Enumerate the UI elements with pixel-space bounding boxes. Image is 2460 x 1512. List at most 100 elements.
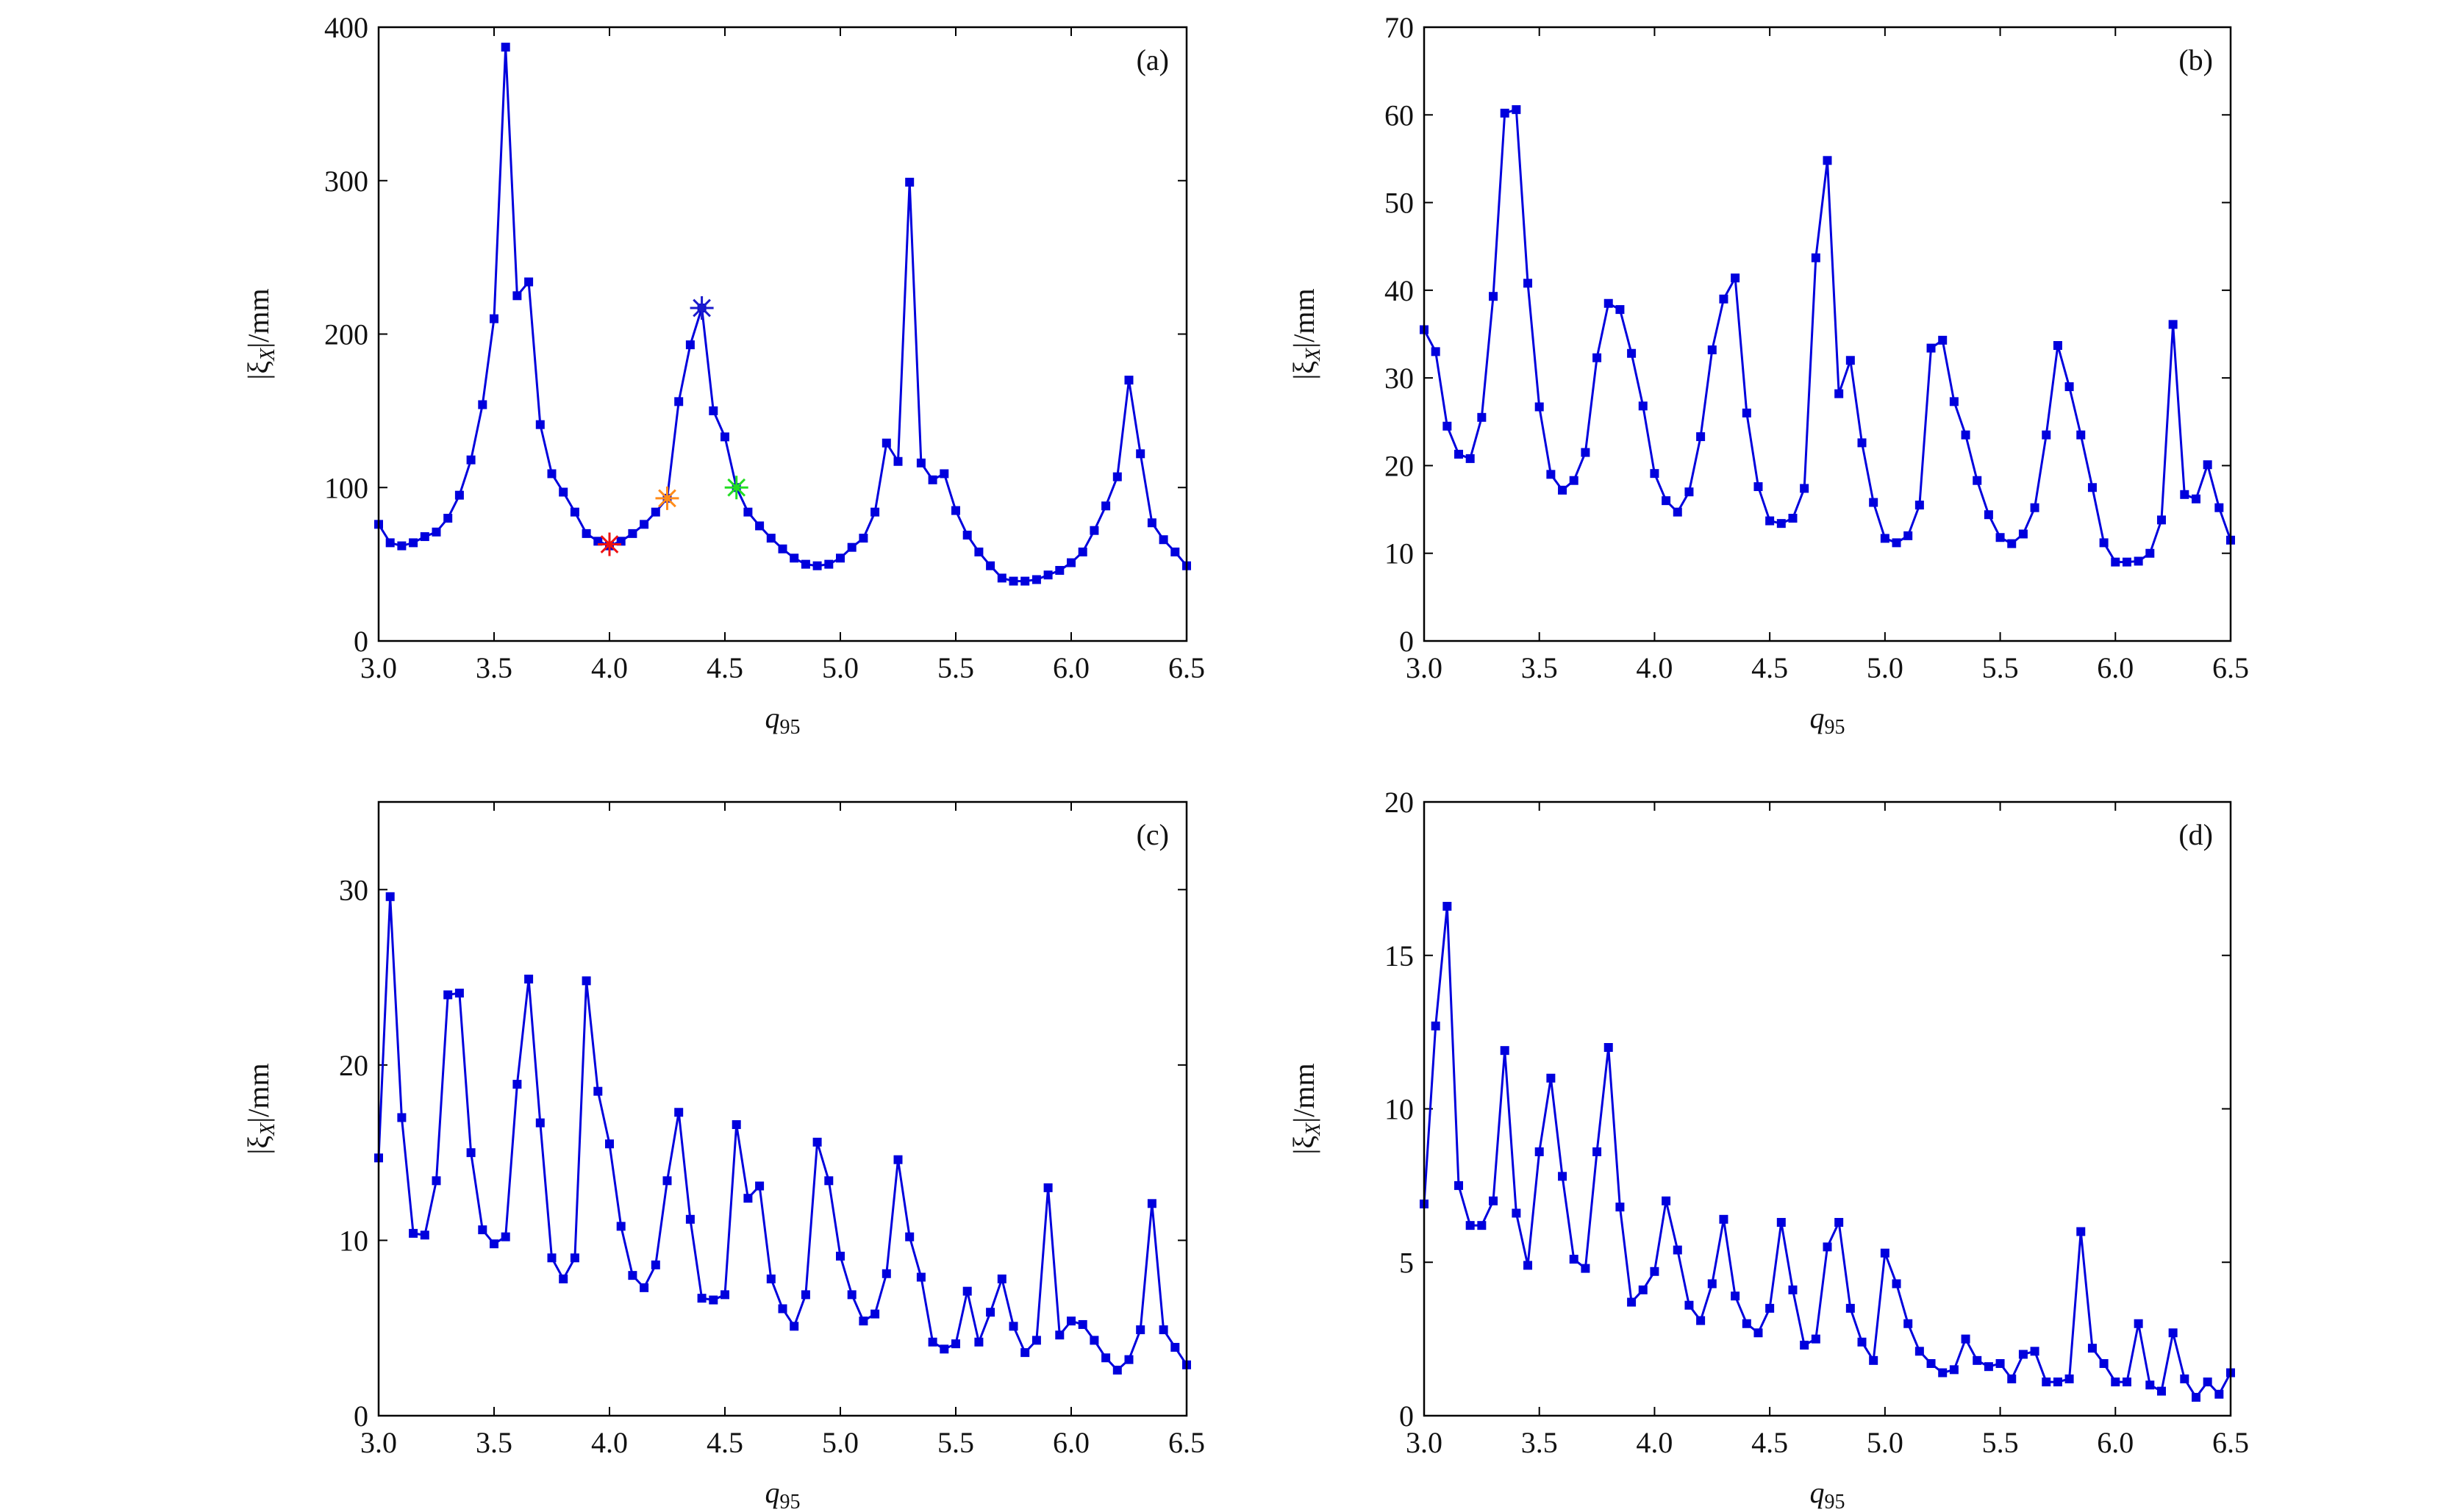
y-tick-label: 60: [1384, 98, 1414, 132]
x-axis-label: q95: [1810, 1476, 1845, 1512]
x-axis-label: q95: [1810, 701, 1845, 739]
data-point: [409, 538, 418, 548]
data-point: [1442, 901, 1452, 911]
data-point: [2007, 539, 2017, 548]
data-point: [721, 1290, 729, 1300]
data-point: [1949, 1365, 1959, 1375]
y-tick-label: 20: [1384, 449, 1414, 482]
data-point: [1523, 1261, 1533, 1270]
data-point: [2087, 483, 2097, 492]
data-point: [790, 1322, 799, 1331]
data-point: [628, 529, 637, 538]
data-point: [1477, 1221, 1487, 1230]
data-point: [1926, 343, 1936, 353]
data-point: [951, 506, 960, 515]
data-point: [1170, 547, 1180, 556]
data-point: [709, 406, 718, 415]
x-tick-label: 6.5: [2212, 1426, 2249, 1459]
data-point: [962, 530, 972, 540]
data-point: [962, 1286, 972, 1296]
y-tick-label: 50: [1384, 187, 1414, 220]
data-point: [1903, 531, 1913, 540]
x-label-main: q: [1810, 1476, 1825, 1509]
star-stroke: [727, 478, 746, 497]
data-point: [1823, 1242, 1832, 1252]
data-point: [812, 561, 822, 570]
data-point: [397, 541, 407, 551]
data-point: [1112, 1365, 1122, 1375]
data-point: [2042, 430, 2051, 440]
data-point: [905, 177, 915, 187]
data-point: [1043, 570, 1053, 580]
data-point: [836, 1251, 845, 1261]
data-point: [882, 1269, 891, 1278]
data-point: [1512, 105, 1521, 115]
data-point: [2087, 1344, 2097, 1353]
data-point: [640, 520, 649, 529]
x-tick-label: 5.5: [937, 651, 974, 684]
data-point: [1534, 1147, 1544, 1156]
y-tick-label: 20: [339, 1049, 368, 1082]
data-point: [1662, 1196, 1671, 1205]
data-point: [1500, 1046, 1509, 1056]
star-stroke: [658, 489, 676, 508]
data-point: [535, 420, 545, 429]
data-point: [2122, 557, 2131, 567]
data-point: [1869, 1355, 1878, 1365]
y-label-main: |ξ: [1287, 1136, 1320, 1155]
data-point: [2156, 1386, 2166, 1396]
data-point: [685, 340, 695, 350]
data-point: [997, 573, 1006, 583]
x-tick-label: 5.0: [822, 651, 859, 684]
y-label-main: |ξ: [1287, 361, 1320, 380]
data-point: [1834, 1217, 1844, 1227]
x-tick-label: 6.5: [2212, 651, 2249, 684]
data-point: [1638, 401, 1648, 411]
data-point: [1880, 1248, 1889, 1258]
data-point: [1984, 1362, 1993, 1372]
data-point: [1581, 448, 1590, 457]
y-tick-label: 20: [1384, 786, 1414, 819]
data-point: [1696, 1316, 1706, 1325]
y-label-sub: X: [257, 348, 279, 362]
data-point: [2180, 1374, 2189, 1383]
data-point: [1869, 498, 1878, 507]
data-point: [1892, 538, 1901, 548]
data-point: [674, 397, 684, 406]
panel: 3.0 3.5 4.0 4.5 5.0 5.5 6.0 6.5 0 100 200 300 400 (a)…: [242, 11, 1205, 739]
data-point: [709, 1295, 718, 1305]
data-point: [2018, 529, 2028, 539]
y-label-sub: X: [1302, 1122, 1325, 1136]
x-tick-label: 5.0: [1867, 651, 1903, 684]
data-point: [732, 1119, 741, 1129]
data-point: [512, 1080, 522, 1089]
data-point: [1788, 514, 1798, 523]
data-point: [2214, 1389, 2224, 1399]
data-point: [1558, 1172, 1567, 1181]
data-point: [1101, 501, 1111, 511]
data-point: [1454, 449, 1464, 459]
data-point: [1546, 470, 1556, 479]
data-point: [547, 1253, 557, 1263]
data-point: [1811, 253, 1820, 262]
data-point: [1581, 1264, 1590, 1273]
data-point: [1067, 1316, 1076, 1326]
data-point: [2064, 1374, 2074, 1383]
data-point: [2099, 1359, 2109, 1369]
data-point: [478, 1225, 487, 1235]
x-tick-label: 3.5: [476, 1426, 512, 1459]
plot-frame: [377, 800, 1188, 1417]
data-point: [1903, 1319, 1913, 1328]
data-point: [1823, 156, 1832, 165]
data-point: [1684, 1300, 1694, 1310]
data-point: [466, 455, 476, 465]
data-point: [916, 458, 926, 467]
y-tick-label: 0: [354, 625, 368, 658]
y-tick-label: 100: [324, 471, 368, 504]
x-tick-label: 4.5: [1751, 651, 1788, 684]
data-point: [2007, 1374, 2017, 1383]
data-point: [524, 277, 534, 287]
highlight-star: [690, 296, 714, 320]
star-stroke: [600, 535, 619, 553]
data-point: [1136, 449, 1145, 459]
